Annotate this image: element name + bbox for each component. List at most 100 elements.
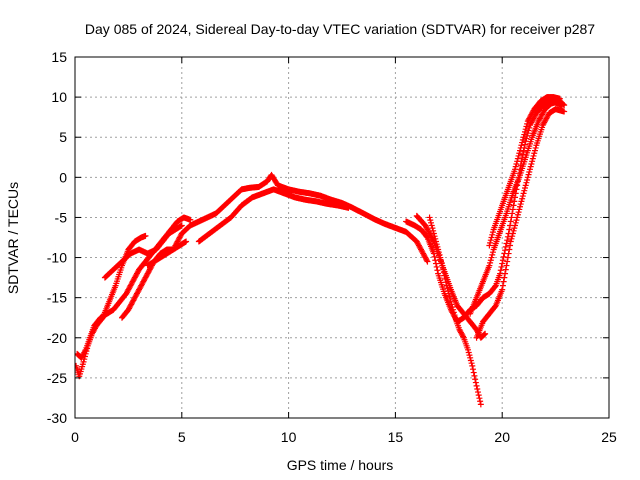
data-point <box>509 233 516 240</box>
data-point <box>475 392 482 399</box>
data-point <box>524 132 531 139</box>
data-point <box>489 249 496 256</box>
data-point <box>521 187 528 194</box>
data-point <box>509 210 516 217</box>
data-point <box>508 214 515 221</box>
data-point <box>489 229 496 236</box>
data-point <box>502 243 509 250</box>
data-point <box>517 203 523 210</box>
data-point <box>517 201 524 208</box>
y-tick-label: 0 <box>59 169 67 185</box>
x-tick-label: 5 <box>178 429 186 445</box>
data-point <box>523 135 530 142</box>
data-point <box>489 231 496 238</box>
data-point <box>489 251 496 258</box>
data-point <box>499 282 506 289</box>
data-point <box>561 108 568 115</box>
data-point <box>517 147 523 154</box>
data-point <box>499 257 506 264</box>
data-point <box>433 263 440 270</box>
data-point <box>469 362 476 369</box>
data-point <box>514 211 521 218</box>
data-point <box>497 267 504 274</box>
data-point <box>506 246 513 253</box>
data-point <box>528 160 535 167</box>
data-point <box>520 190 527 197</box>
axis-ticks: 0 5 10 15 20 25 -30 -25 -20 -15 -10 -5 0 5 10 15 <box>47 49 617 445</box>
data-point <box>505 250 512 257</box>
data-point <box>526 168 533 175</box>
data-point <box>504 233 511 240</box>
data-point <box>519 195 526 202</box>
data-point <box>487 259 494 266</box>
data-point <box>183 238 190 245</box>
data-point <box>515 209 522 216</box>
data-point <box>481 331 488 338</box>
data-point <box>486 262 493 269</box>
data-point <box>526 166 533 173</box>
data-point <box>466 352 473 359</box>
data-point <box>429 225 436 232</box>
data-point <box>510 202 517 209</box>
chart-title: Day 085 of 2024, Sidereal Day-to-day VTE… <box>85 21 595 37</box>
data-point <box>474 385 481 392</box>
y-tick-label: 10 <box>51 89 67 105</box>
data-point <box>520 134 527 141</box>
series-track-c <box>101 222 185 281</box>
data-point <box>529 158 536 165</box>
data-point <box>512 163 519 170</box>
data-point <box>487 237 494 244</box>
data-point <box>560 101 567 108</box>
data-point <box>432 257 439 264</box>
x-tick-label: 10 <box>281 429 297 445</box>
data-point <box>449 304 456 311</box>
data-point <box>513 217 520 224</box>
data-point <box>426 214 433 221</box>
data-point <box>450 306 457 313</box>
data-point <box>450 309 457 316</box>
plot-frame <box>74 56 610 419</box>
series-track-k <box>413 212 489 341</box>
data-point <box>525 127 532 134</box>
data-point <box>516 150 523 157</box>
series-track-j <box>473 106 568 341</box>
data-point <box>509 230 516 237</box>
data-point <box>531 147 538 154</box>
data-point <box>514 214 521 221</box>
data-point <box>506 226 513 233</box>
y-axis-label: SDTVAR / TECUs <box>5 182 21 294</box>
data-point <box>521 128 528 135</box>
data-point <box>512 166 519 173</box>
series-track-b <box>75 214 194 361</box>
data-point <box>504 258 511 265</box>
data-point <box>142 232 149 239</box>
data-point <box>471 372 478 379</box>
data-point <box>482 330 489 337</box>
data-point <box>499 260 506 267</box>
x-tick-label: 25 <box>601 429 617 445</box>
data-point <box>526 124 533 131</box>
data-point <box>434 267 441 274</box>
data-point <box>498 263 505 270</box>
data-point <box>500 253 507 260</box>
data-point <box>522 182 529 189</box>
data-point <box>524 177 531 184</box>
data-point <box>507 242 514 249</box>
data-point <box>431 253 438 260</box>
data-point <box>520 148 527 155</box>
data-point <box>514 155 521 162</box>
data-point <box>502 270 509 277</box>
data-point <box>523 179 530 186</box>
y-tick-label: -25 <box>47 370 67 386</box>
data-point <box>476 395 483 402</box>
data-point <box>532 144 539 151</box>
data-point <box>561 102 568 109</box>
data-point <box>488 254 495 261</box>
data-point <box>474 389 481 396</box>
data-point <box>486 242 493 249</box>
series-track-h <box>426 214 484 408</box>
data-point <box>515 152 522 159</box>
data-point <box>514 158 521 165</box>
data-point <box>510 227 517 234</box>
x-tick-label: 15 <box>388 429 404 445</box>
